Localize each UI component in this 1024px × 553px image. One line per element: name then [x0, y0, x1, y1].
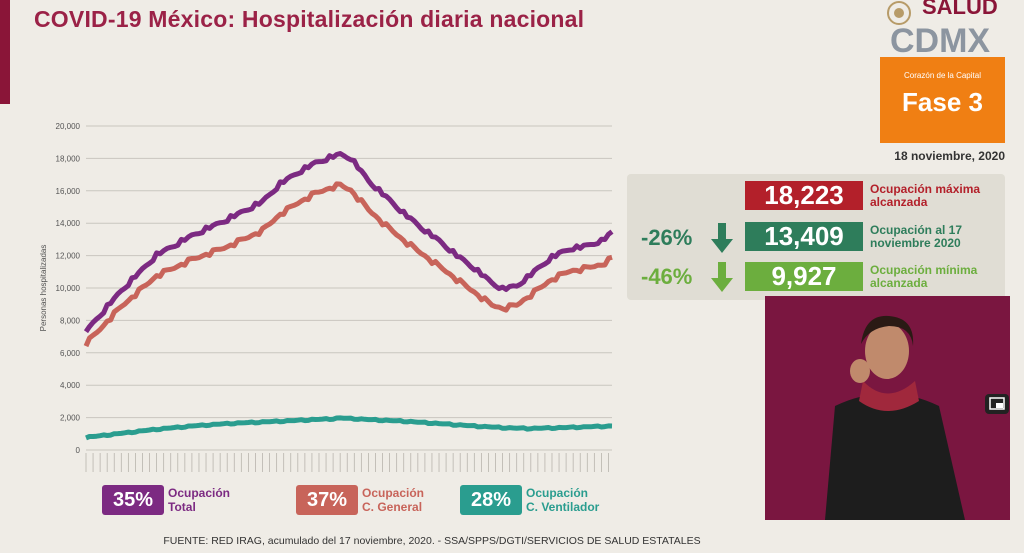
legend-general: 37% Ocupación C. General: [296, 483, 456, 517]
phase-badge: Corazón de la Capital Fase 3: [880, 57, 1005, 143]
down-arrow-icon: [711, 223, 733, 253]
phase-label: Fase 3: [902, 87, 983, 117]
min-value-box: 9,927: [745, 262, 863, 291]
legend-total-label: Ocupación Total: [168, 486, 230, 514]
y-tick-label: 0: [76, 446, 81, 455]
legend-general-pct: 37%: [296, 485, 358, 515]
legend-general-text: Ocupación C. General: [362, 486, 425, 514]
phase-subtitle: Corazón de la Capital: [904, 71, 981, 80]
page-title: COVID-19 México: Hospitalización diaria …: [34, 6, 585, 32]
series-line-1: [83, 181, 613, 348]
current-value-box: 13,409: [745, 222, 863, 251]
min-pct: -46%: [641, 264, 693, 289]
y-tick-label: 2,000: [60, 414, 81, 423]
max-value-box: 18,223: [745, 181, 863, 210]
series-line-0: [83, 151, 614, 334]
occupancy-stats-panel: 18,223 Ocupación máxima alcanzada -26% 1…: [627, 174, 1005, 300]
hospitalization-line-chart: 20,000 18,000 16,000 14,000 12,000 10,000 8,00…: [39, 122, 614, 472]
max-label: Ocupación máxima alcanzada: [870, 182, 981, 209]
y-tick-label: 18,000: [56, 154, 81, 163]
footer-text: FUENTE: RED IRAG, acumulado del 17 novie…: [163, 535, 701, 547]
legend-general-label: Ocupación C. General: [362, 486, 424, 514]
eagle-emblem-icon: [887, 1, 911, 25]
left-accent-bar: [0, 0, 10, 104]
min-label: Ocupación mínima alcanzada: [870, 263, 978, 290]
y-tick-label: 10,000: [56, 284, 81, 293]
legend-ventilator-pct: 28%: [460, 485, 522, 515]
current-value: 13,409: [764, 221, 844, 251]
legend-ventilator-label: Ocupación C. Ventilador: [526, 486, 599, 514]
series-line-2: [85, 415, 613, 441]
picture-in-picture-button[interactable]: [985, 394, 1009, 414]
legend-ventilator: 28% Ocupación C. Ventilador: [460, 483, 630, 517]
y-tick-label: 20,000: [56, 122, 81, 131]
svg-text:CDMX: CDMX: [890, 22, 990, 58]
legend-total: 35% Ocupación Total: [102, 483, 262, 517]
y-tick-label: 8,000: [60, 316, 81, 325]
y-tick-label: 14,000: [56, 219, 81, 228]
cdmx-logo: CDMX: [890, 22, 990, 58]
report-date: 18 noviembre, 2020: [894, 149, 1005, 163]
y-tick-label: 12,000: [56, 252, 81, 261]
pip-icon: [989, 397, 1005, 410]
y-tick-label: 6,000: [60, 349, 81, 358]
sign-language-interpreter-video: [765, 296, 1010, 520]
max-value: 18,223: [764, 180, 844, 210]
legend-ventilator-text: Ocupación C. Ventilador: [526, 486, 600, 514]
salud-logo: SALUD: [922, 0, 998, 19]
y-axis-label: Personas hospitalizadas: [39, 245, 48, 332]
footer-source: FUENTE: RED IRAG, acumulado del 17 novie…: [0, 530, 1024, 553]
interpreter-figure-icon: [825, 315, 965, 520]
y-tick-label: 4,000: [60, 381, 81, 390]
current-pct: -26%: [641, 225, 693, 250]
current-label: Ocupación al 17 noviembre 2020: [870, 223, 963, 250]
legend-total-pct: 35%: [102, 485, 164, 515]
y-tick-label: 16,000: [56, 187, 81, 196]
min-value: 9,927: [771, 261, 837, 291]
down-arrow-icon: [711, 262, 733, 292]
legend-total-text: Ocupación Total: [168, 486, 231, 514]
